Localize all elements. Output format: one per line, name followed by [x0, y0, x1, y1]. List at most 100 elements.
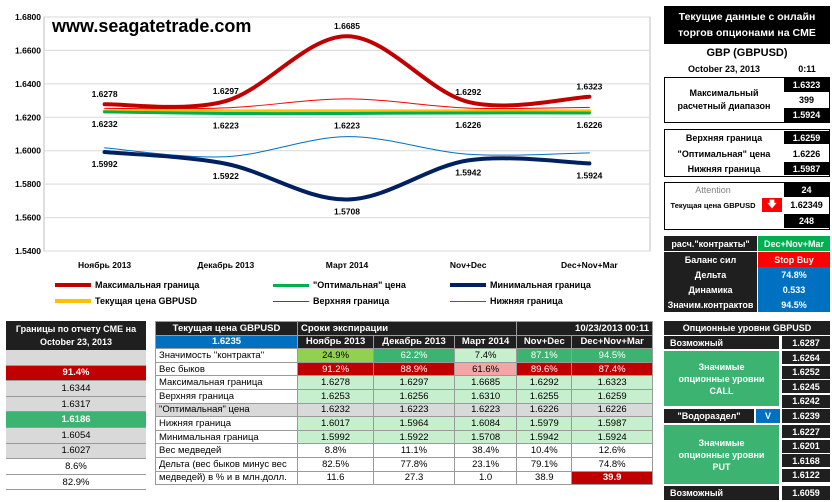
- row-label: медведей) в % и в млн.долл.: [155, 470, 298, 486]
- call-label-line3: CALL: [709, 385, 734, 396]
- row-value: 1.6253: [296, 388, 375, 404]
- row-value: 24.9%: [296, 348, 375, 363]
- current-price-sub: 248: [784, 214, 829, 228]
- col-header: Ноябрь 2013: [296, 334, 375, 350]
- row-value: 1.6310: [453, 388, 518, 404]
- data-label: 1.5924: [576, 170, 602, 180]
- row-value: 1.6292: [516, 375, 573, 390]
- upper-val: 1.6259: [784, 131, 829, 144]
- upper-label: Верхняя граница: [685, 132, 763, 143]
- price-chart: 1.5400 1.5600 1.5800 1.6000 1.6200 1.6400 1.66…: [15, 12, 651, 270]
- y-tick-label: 1.5800: [15, 179, 41, 189]
- table-row: медведей) в % и в млн.долл. 11.6 27.3 1.0 38…: [155, 470, 653, 486]
- left-table-header-line1: Границы по отчету CME на: [15, 323, 137, 334]
- legend-swatch: [55, 299, 91, 303]
- current-price-cell: 1.6235: [155, 334, 298, 350]
- site-title: www.seagatetrade.com: [52, 16, 252, 36]
- row-value: 1.6297: [373, 375, 455, 390]
- call-label-line2: опционные уровни: [678, 373, 765, 384]
- row-value: 79.1%: [516, 456, 573, 472]
- data-label: 1.6223: [334, 120, 360, 130]
- panel-title: Текущие данные с онлайн торгов опционами…: [664, 6, 830, 44]
- max-range-label: Максимальный расчетный диапазон: [665, 78, 783, 122]
- calc-val: Dec+Nov+Mar: [758, 236, 830, 251]
- row-value: 27.3: [373, 470, 455, 486]
- row-value: 8.8%: [296, 443, 375, 458]
- y-tick-label: 1.6000: [15, 146, 41, 156]
- row-value: 1.6232: [296, 402, 375, 418]
- row-value: 77.8%: [373, 456, 455, 472]
- attention-box: [664, 182, 830, 230]
- y-tick-label: 1.6200: [15, 112, 41, 122]
- data-label: 1.6223: [213, 120, 239, 130]
- left-table-header: Границы по отчету CME на October 23, 201…: [6, 321, 146, 350]
- legend-swatch: [450, 283, 486, 287]
- row-value: 1.5924: [571, 429, 653, 445]
- left-table-cell: 1.6054: [6, 427, 146, 444]
- row-value: 11.1%: [373, 443, 455, 458]
- series-line: [102, 34, 592, 109]
- left-table-rows: 91.4% 1.6344 1.6317 1.6186 1.6054 1.6027 8.6% 8…: [6, 350, 146, 491]
- max-range-box: [664, 77, 830, 123]
- row-value: 1.6255: [516, 388, 573, 404]
- left-table-cell: 8.6%: [6, 459, 146, 475]
- significance-label: Значим.контрактов: [664, 297, 757, 312]
- opt-label: "Оптимальная" цена: [677, 148, 771, 159]
- x-tick-label: Nov+Dec: [450, 260, 487, 270]
- option-level-value: 1.6122: [782, 468, 830, 482]
- option-level-value: 1.6264: [782, 351, 830, 364]
- row-label: Вес быков: [155, 361, 298, 377]
- y-tick-label: 1.6400: [15, 79, 41, 89]
- data-label: 1.5942: [455, 167, 481, 177]
- row-value: 10.4%: [516, 443, 573, 458]
- row-value: 91.2%: [296, 361, 375, 377]
- legend-item-lower: Нижняя граница: [450, 296, 563, 306]
- y-tick-label: 1.5600: [15, 213, 41, 223]
- row-value: 1.5979: [516, 416, 573, 431]
- row-value: 1.6017: [296, 416, 375, 431]
- row-value: 1.6226: [516, 402, 573, 418]
- expiry-label: Сроки экспирации: [296, 321, 518, 336]
- pair-name: GBP (GBPUSD): [706, 46, 788, 59]
- bounds-box: [664, 129, 830, 177]
- row-label: Минимальная граница: [155, 429, 298, 445]
- legend-item-min: Минимальная граница: [450, 280, 591, 290]
- row-value: 1.0: [453, 470, 518, 486]
- panel-title-line2: торгов опционами на CME: [678, 27, 816, 39]
- y-tick-label: 1.6800: [15, 12, 41, 22]
- possible-top-val: 1.6287: [782, 336, 830, 349]
- main-table-body: Значимость "контракта" 24.9% 62.2% 7.4% 87.1…: [155, 348, 653, 486]
- left-table: Границы по отчету CME на October 23, 201…: [6, 321, 146, 491]
- legend-label: Текущая цена GBPUSD: [95, 296, 198, 306]
- table-row: Верхняя граница 1.6253 1.6256 1.6310 1.6255 1…: [155, 388, 653, 404]
- row-value: 1.5942: [516, 429, 573, 445]
- row-value: 1.5708: [453, 429, 518, 445]
- attention-val: 24: [784, 183, 829, 197]
- left-table-cell: 91.4%: [6, 365, 146, 382]
- row-value: 89.6%: [516, 361, 573, 377]
- watershed-label: "Водораздел": [664, 409, 754, 423]
- row-value: 87.4%: [571, 361, 653, 377]
- col-header: Nov+Dec: [516, 334, 573, 350]
- left-table-cell: 1.6344: [6, 381, 146, 397]
- data-label: 1.6292: [455, 87, 481, 97]
- legend-label: Максимальная граница: [95, 280, 200, 290]
- table-row: Минимальная граница 1.5992 1.5922 1.5708 1.5…: [155, 429, 653, 445]
- legend-label: "Оптимальная" цена: [313, 280, 406, 290]
- col-header: Декабрь 2013: [373, 334, 455, 350]
- watershed-mark: V: [756, 409, 780, 423]
- legend-swatch: [273, 300, 309, 302]
- option-level-value: 1.6242: [782, 394, 830, 408]
- row-value: 61.6%: [453, 361, 518, 377]
- row-value: 62.2%: [373, 348, 455, 363]
- opt-val: 1.6226: [792, 148, 821, 159]
- left-table-cell: 1.6317: [6, 396, 146, 413]
- chart-legend: Максимальная граница "Оптимальная" цена …: [55, 280, 630, 314]
- legend-item-max: Максимальная граница: [55, 280, 199, 290]
- data-label: 1.6232: [92, 119, 118, 129]
- option-level-value: 1.6168: [782, 454, 830, 467]
- option-level-value: 1.6201: [782, 439, 830, 453]
- put-levels-label: Значимые опционные уровни PUT: [664, 425, 779, 484]
- row-label: Верхняя граница: [155, 388, 298, 404]
- row-value: 1.6226: [571, 402, 653, 418]
